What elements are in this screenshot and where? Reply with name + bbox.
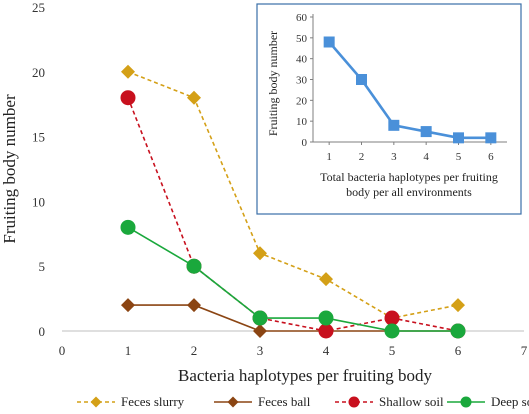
- x-tick-label: 5: [389, 343, 396, 358]
- data-point-feces-slurry: [121, 64, 135, 79]
- data-point-deep-soil: [252, 310, 268, 326]
- inset-y-tick-label: 30: [296, 75, 308, 87]
- inset-x-tick-label: 4: [423, 151, 429, 163]
- legend: Feces slurry Feces ball Shallow soil Deep s…: [77, 394, 529, 409]
- data-point-deep-soil: [384, 323, 400, 339]
- y-tick-label: 0: [39, 324, 46, 339]
- y-axis-title: Fruiting body number: [0, 94, 19, 244]
- inset-x-axis-title: Total bacteria haplotypes per fruiting: [320, 170, 498, 184]
- series-line-shallow-soil: [127, 97, 459, 332]
- inset-y-tick-label: 10: [296, 116, 308, 128]
- x-tick-label: 3: [257, 343, 264, 358]
- data-point-feces-ball: [121, 298, 135, 313]
- y-tick-label: 10: [32, 194, 45, 209]
- inset-data-point: [420, 126, 432, 138]
- x-tick-label: 7: [521, 343, 528, 358]
- inset-x-axis-title: body per all environments: [346, 185, 472, 199]
- x-tick-label: 2: [191, 343, 198, 358]
- data-point-feces-slurry: [319, 272, 333, 287]
- data-point-feces-ball: [187, 298, 201, 313]
- inset-chart: 0 10 20 30 40 50 60 1 2 3 4 5 6 Total bacteria haplot…: [256, 3, 522, 215]
- x-tick-label: 1: [125, 343, 132, 358]
- series-line-feces-slurry: [127, 71, 459, 319]
- data-point-shallow-soil: [318, 323, 334, 339]
- legend-marker: [460, 396, 472, 408]
- data-point-deep-soil: [120, 219, 136, 235]
- legend-label: Deep soil: [491, 394, 529, 409]
- data-point-shallow-soil: [384, 310, 400, 326]
- inset-y-tick-label: 20: [296, 95, 308, 107]
- data-point-shallow-soil: [120, 90, 136, 106]
- inset-y-tick-label: 40: [296, 54, 308, 66]
- inset-x-tick-label: 6: [488, 151, 494, 163]
- inset-data-point: [323, 36, 335, 48]
- legend-item-shallow-soil: Shallow soil: [335, 394, 444, 409]
- x-tick-label: 6: [455, 343, 462, 358]
- legend-item-feces-slurry: Feces slurry: [77, 394, 185, 409]
- x-axis-title: Bacteria haplotypes per fruiting body: [178, 366, 432, 385]
- inset-data-point: [453, 132, 464, 144]
- inset-y-tick-label: 0: [302, 137, 308, 149]
- inset-y-axis-title: Fruiting body number: [266, 31, 280, 136]
- inset-x-tick-label: 5: [456, 151, 462, 163]
- inset-data-point: [485, 132, 497, 144]
- data-point-feces-slurry: [187, 90, 201, 105]
- inset-y-tick-label: 50: [296, 33, 308, 45]
- data-point-feces-ball: [253, 324, 267, 338]
- y-tick-label: 20: [32, 65, 45, 80]
- inset-data-point: [388, 119, 400, 131]
- legend-label: Shallow soil: [379, 394, 444, 409]
- data-point-feces-slurry: [451, 298, 465, 313]
- inset-frame: [256, 3, 522, 215]
- inset-x-tick-label: 2: [359, 151, 365, 163]
- x-tick-label: 0: [59, 343, 66, 358]
- data-point-deep-soil: [186, 258, 202, 274]
- x-tick-label: 4: [323, 343, 330, 358]
- legend-label: Feces ball: [258, 394, 311, 409]
- inset-data-point: [356, 74, 367, 85]
- y-tick-label: 5: [39, 259, 46, 274]
- legend-item-deep-soil: Deep soil: [447, 394, 529, 409]
- data-point-deep-soil: [450, 323, 466, 339]
- legend-item-feces-ball: Feces ball: [214, 394, 311, 409]
- inset-x-tick-label: 1: [326, 151, 332, 163]
- legend-marker: [348, 396, 360, 408]
- legend-marker: [227, 396, 239, 408]
- series-line-deep-soil: [127, 226, 458, 332]
- legend-marker: [90, 396, 102, 408]
- inset-y-tick-label: 60: [296, 12, 308, 24]
- data-point-feces-slurry: [253, 246, 267, 261]
- series-deep-soil: [120, 219, 466, 339]
- y-tick-label: 15: [32, 130, 45, 145]
- inset-series: [323, 36, 497, 144]
- legend-label: Feces slurry: [121, 394, 185, 409]
- inset-x-tick-label: 3: [391, 151, 397, 163]
- y-tick-label: 25: [32, 0, 45, 15]
- data-point-deep-soil: [318, 310, 334, 326]
